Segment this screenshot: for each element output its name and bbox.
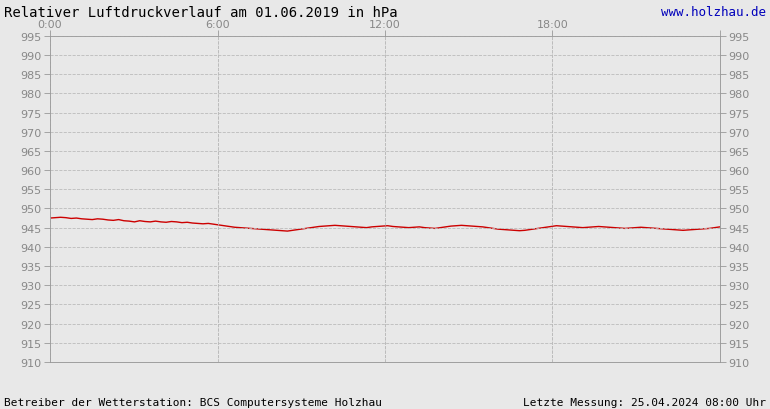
Text: Relativer Luftdruckverlauf am 01.06.2019 in hPa: Relativer Luftdruckverlauf am 01.06.2019… xyxy=(4,6,397,20)
Text: Betreiber der Wetterstation: BCS Computersysteme Holzhau: Betreiber der Wetterstation: BCS Compute… xyxy=(4,397,382,407)
Text: Letzte Messung: 25.04.2024 08:00 Uhr: Letzte Messung: 25.04.2024 08:00 Uhr xyxy=(523,397,766,407)
Text: www.holzhau.de: www.holzhau.de xyxy=(661,6,766,19)
